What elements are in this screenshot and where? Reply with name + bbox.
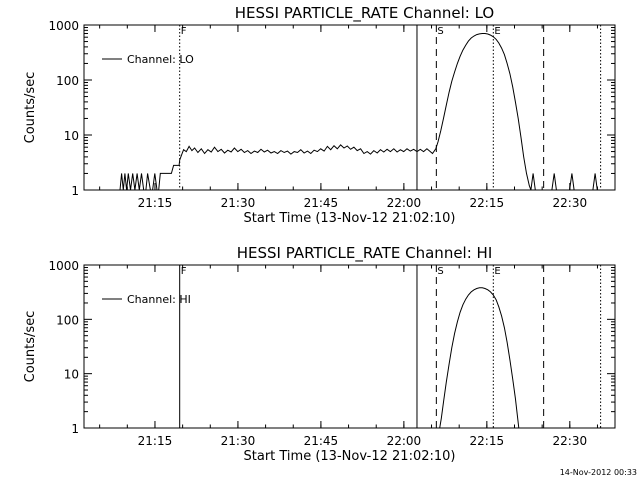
chart-0-x-tick-label: 21:45 <box>304 196 339 210</box>
chart-1-series-line <box>439 287 520 429</box>
chart-1-x-tick-label: 21:30 <box>221 434 256 448</box>
chart-0-x-tick-label: 22:15 <box>470 196 505 210</box>
chart-1-y-tick-label: 100 <box>56 313 79 327</box>
chart-0-plot-frame <box>83 24 616 191</box>
chart-0-y-tick-label: 10 <box>64 129 79 143</box>
chart-0-x-tick-label: 22:00 <box>387 196 422 210</box>
chart-0-y-tick-label: 1000 <box>48 19 79 33</box>
chart-0-x-tick-label: 21:30 <box>221 196 256 210</box>
chart-1-y-axis-label: Counts/sec <box>23 311 38 383</box>
chart-0-x-tick-label: 22:30 <box>553 196 588 210</box>
chart-1-marker-label: S <box>437 266 443 277</box>
lo-channel-panel: HESSI PARTICLE_RATE Channel: LO 21:15 21:3… <box>23 4 616 226</box>
chart-1-marker-label: E <box>494 266 500 277</box>
chart-0-y-tick-label: 1 <box>71 184 79 198</box>
chart-1-x-tick-label: 21:45 <box>304 434 339 448</box>
chart-1-title: HESSI PARTICLE_RATE Channel: HI <box>237 244 493 263</box>
chart-1-y-tick-label: 1000 <box>48 259 79 273</box>
plot-timestamp: 14-Nov-2012 00:33 <box>560 468 637 477</box>
chart-1-x-axis-label: Start Time (13-Nov-12 21:02:10) <box>244 449 456 464</box>
chart-0-marker-label: F <box>181 26 187 37</box>
chart-1-x-tick-label: 22:15 <box>470 434 505 448</box>
chart-0-y-axis-label: Counts/sec <box>23 72 38 144</box>
chart-0-y-tick-label: 100 <box>56 74 79 88</box>
chart-0-title: HESSI PARTICLE_RATE Channel: LO <box>235 4 494 23</box>
chart-1-y-tick-label: 10 <box>64 368 79 382</box>
hi-channel-panel: HESSI PARTICLE_RATE Channel: HI 21:15 21:3… <box>23 244 616 464</box>
chart-0-x-tick-label: 21:15 <box>138 196 173 210</box>
chart-1-plot-frame <box>83 264 616 429</box>
chart-0-marker-label: S <box>437 26 443 37</box>
chart-1-y-tick-label: 1 <box>71 422 79 436</box>
chart-1-x-tick-label: 21:15 <box>138 434 173 448</box>
chart-0-marker-label: E <box>494 26 500 37</box>
chart-1-legend-label: Channel: HI <box>127 293 191 306</box>
chart-1-x-tick-label: 22:00 <box>387 434 422 448</box>
chart-0-series-line <box>119 33 598 191</box>
chart-0-x-axis-label: Start Time (13-Nov-12 21:02:10) <box>244 211 456 226</box>
chart-0-legend-label: Channel: LO <box>127 53 194 66</box>
chart-1-marker-label: F <box>181 266 187 277</box>
chart-1-x-tick-label: 22:30 <box>553 434 588 448</box>
